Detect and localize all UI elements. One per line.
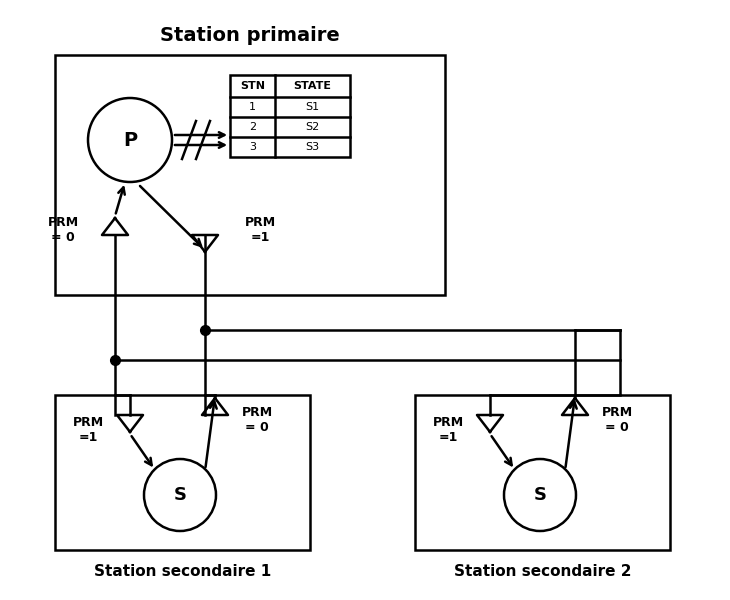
Text: PRM
=1: PRM =1 bbox=[245, 216, 275, 244]
Text: S: S bbox=[534, 486, 547, 504]
Circle shape bbox=[504, 459, 576, 531]
Text: PRM
=1: PRM =1 bbox=[72, 416, 104, 444]
Text: 2: 2 bbox=[249, 122, 256, 132]
Text: PRM
= 0: PRM = 0 bbox=[602, 406, 633, 434]
Text: S3: S3 bbox=[305, 142, 320, 152]
Text: PRM
= 0: PRM = 0 bbox=[47, 216, 79, 244]
Text: Station secondaire 1: Station secondaire 1 bbox=[94, 565, 271, 580]
Circle shape bbox=[88, 98, 172, 182]
Text: STATE: STATE bbox=[293, 81, 331, 91]
Text: STN: STN bbox=[240, 81, 265, 91]
Bar bbox=[230, 75, 350, 157]
Text: S2: S2 bbox=[305, 122, 320, 132]
Bar bbox=[55, 55, 445, 295]
Text: S: S bbox=[174, 486, 186, 504]
Text: P: P bbox=[123, 130, 137, 149]
Text: Station secondaire 2: Station secondaire 2 bbox=[454, 565, 631, 580]
Bar bbox=[55, 395, 310, 550]
Text: Station primaire: Station primaire bbox=[160, 26, 340, 45]
Text: S1: S1 bbox=[305, 102, 320, 112]
Text: 1: 1 bbox=[249, 102, 256, 112]
Circle shape bbox=[144, 459, 216, 531]
Text: PRM
= 0: PRM = 0 bbox=[242, 406, 272, 434]
Text: 3: 3 bbox=[249, 142, 256, 152]
Text: PRM
=1: PRM =1 bbox=[432, 416, 464, 444]
Bar bbox=[415, 395, 670, 550]
